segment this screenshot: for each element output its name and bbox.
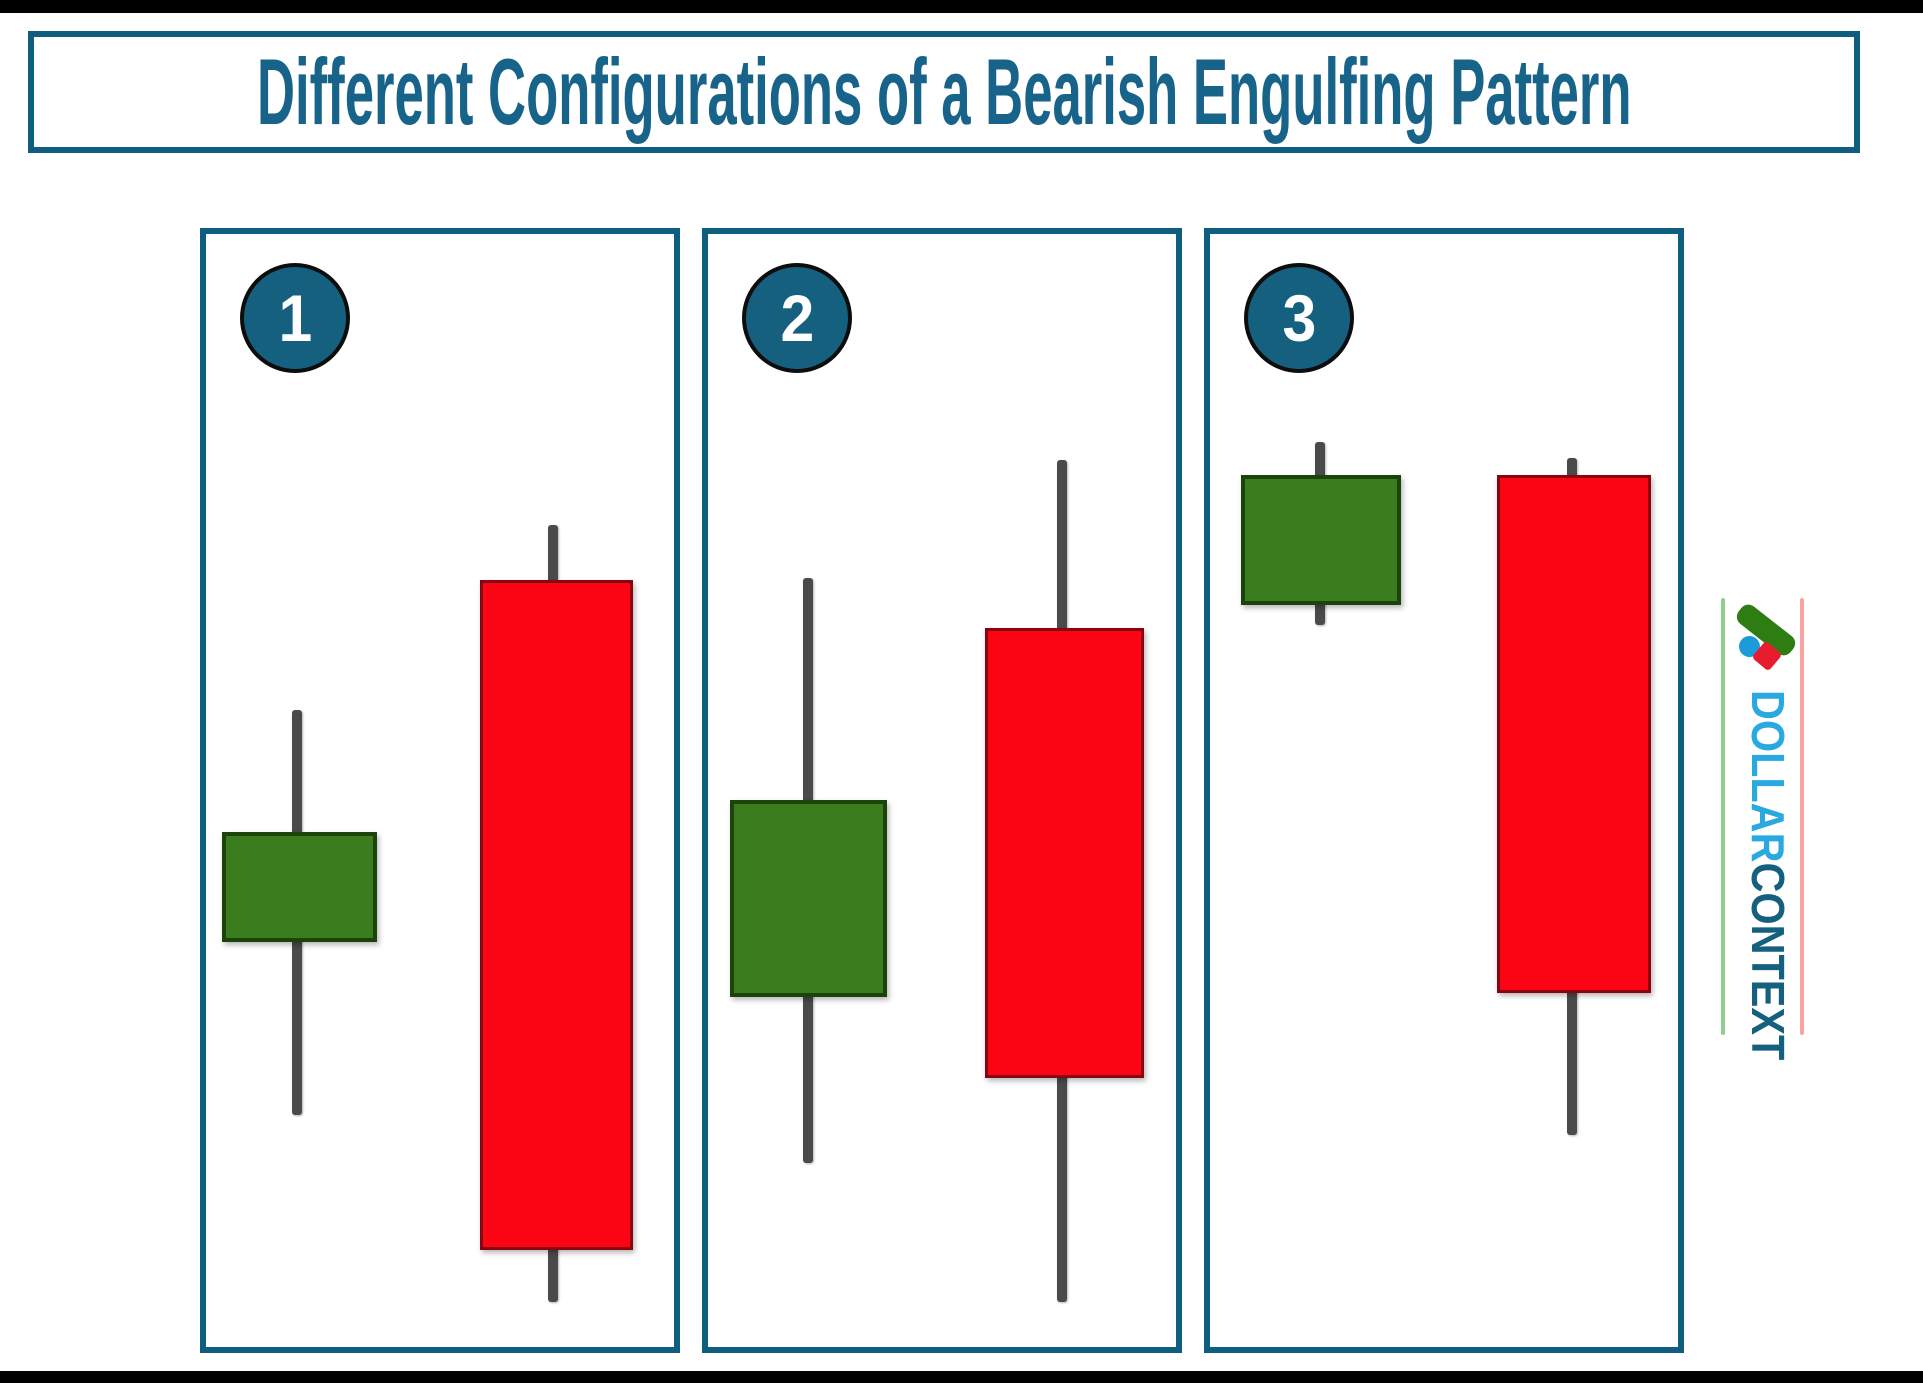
panel-1: 1	[200, 228, 680, 1353]
logo-green-line	[1721, 598, 1725, 1035]
panel-3: 3	[1204, 228, 1684, 1353]
panel-3-number-badge: 3	[1244, 263, 1354, 373]
logo-red-line	[1800, 598, 1804, 1035]
panel-2-number-badge: 2	[742, 263, 852, 373]
panel-3-number: 3	[1282, 281, 1316, 355]
panel-1-number: 1	[278, 281, 312, 355]
panel-2-number: 2	[780, 281, 814, 355]
page-title: Different Configurations of a Bearish En…	[256, 39, 1632, 144]
logo-wordmark-dollar: DOLLAR	[1742, 690, 1794, 863]
panel-1-number-badge: 1	[240, 263, 350, 373]
panel-2: 2	[702, 228, 1182, 1353]
title-box: Different Configurations of a Bearish En…	[28, 31, 1860, 153]
top-black-bar	[0, 0, 1923, 13]
logo-wordmark-context: CONTEXT	[1742, 862, 1794, 1061]
bottom-black-bar	[0, 1371, 1923, 1383]
logo-wordmark: DOLLARCONTEXT	[1742, 690, 1794, 1061]
